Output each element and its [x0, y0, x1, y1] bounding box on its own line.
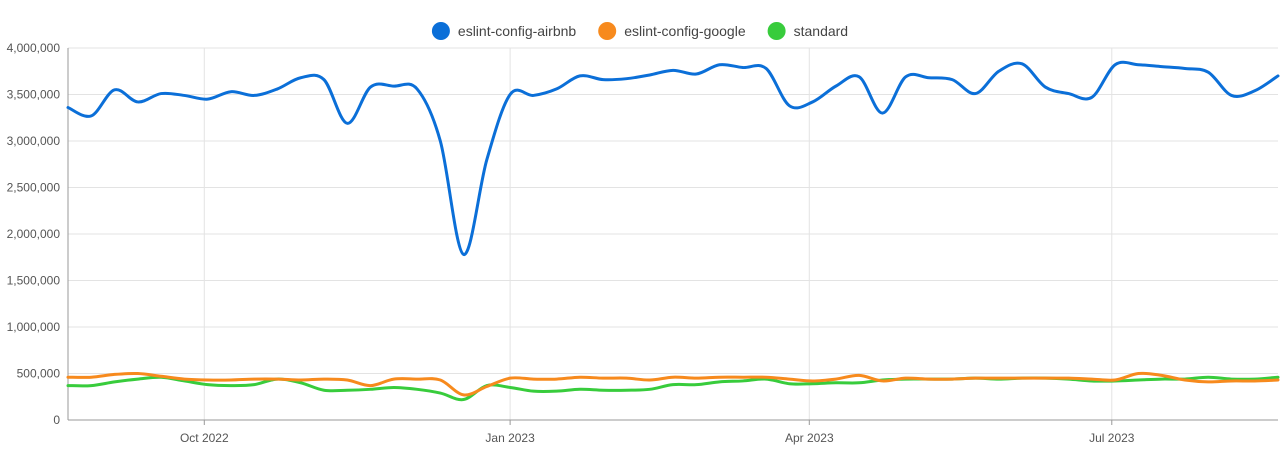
legend: eslint-config-airbnb eslint-config-google…	[431, 22, 848, 40]
series-line-eslint-config-airbnb	[66, 60, 1280, 256]
grid	[68, 47, 1278, 420]
axes: 0 500,000 1,000,000 1,500,000 2,000,000 2,500…	[7, 41, 1278, 445]
y-tick-label: 3,500,000	[7, 88, 61, 102]
y-tick-label: 0	[53, 413, 60, 427]
legend-swatch	[767, 22, 786, 40]
y-tick-label: 500,000	[17, 367, 61, 381]
legend-label: eslint-config-google	[624, 23, 746, 39]
y-tick-label: 2,000,000	[7, 227, 61, 241]
y-tick-label: 3,000,000	[7, 134, 61, 148]
y-tick-label: 1,000,000	[7, 320, 61, 334]
legend-item-eslint-config-google[interactable]: eslint-config-google	[598, 22, 746, 40]
x-tick-label: Jan 2023	[485, 431, 535, 445]
series-lines	[66, 60, 1280, 402]
series-line-eslint-config-google	[66, 371, 1280, 397]
y-tick-label: 4,000,000	[7, 41, 61, 55]
y-tick-label: 2,500,000	[7, 181, 61, 195]
x-tick-label: Oct 2022	[180, 431, 229, 445]
x-tick-label: Apr 2023	[785, 431, 834, 445]
legend-swatch	[431, 22, 450, 40]
legend-swatch	[598, 22, 617, 40]
legend-item-standard[interactable]: standard	[767, 22, 848, 40]
legend-item-eslint-config-airbnb[interactable]: eslint-config-airbnb	[431, 22, 576, 40]
x-tick-label: Jul 2023	[1089, 431, 1135, 445]
legend-label: eslint-config-airbnb	[458, 23, 576, 39]
legend-label: standard	[794, 23, 848, 39]
y-tick-label: 1,500,000	[7, 274, 61, 288]
